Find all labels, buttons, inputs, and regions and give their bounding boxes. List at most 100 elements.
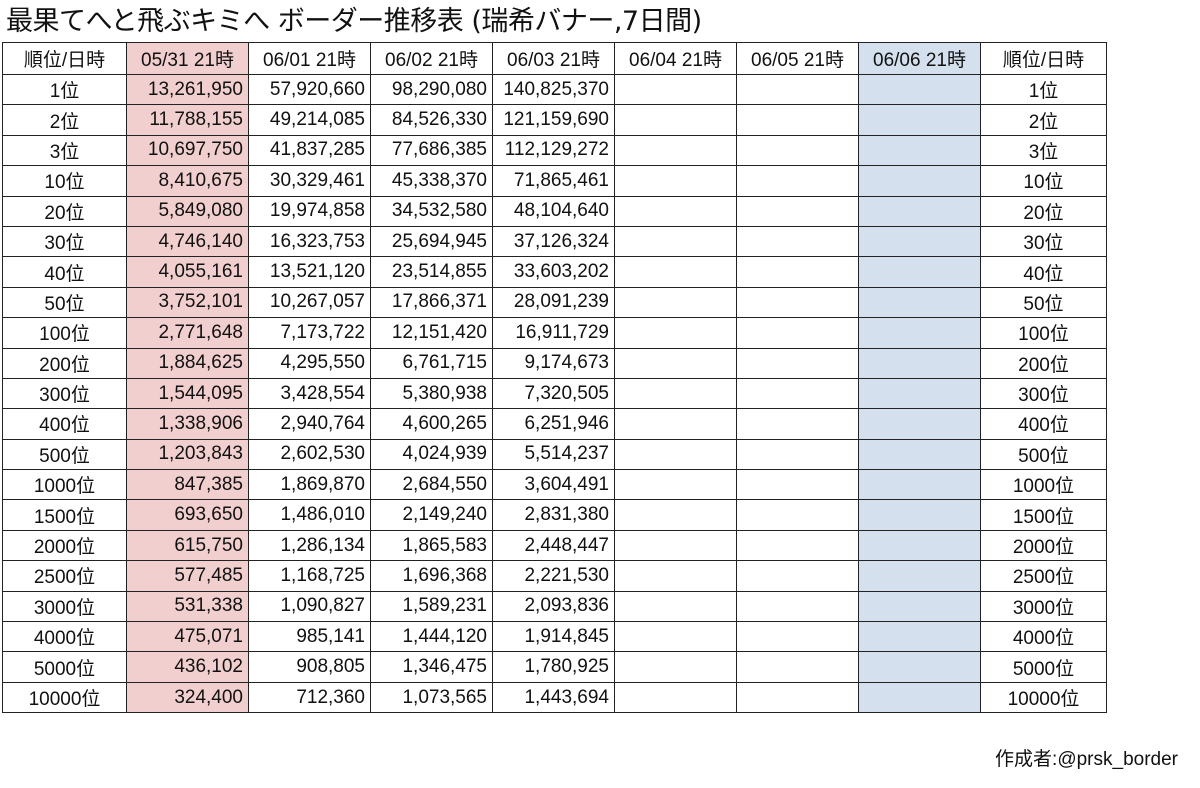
score-cell: 17,866,371 [370,286,493,319]
empty-score-cell [736,165,859,197]
score-cell: 2,602,530 [248,438,371,471]
score-cell: 9,174,673 [492,347,615,379]
column-header-datetime: 06/03 21時 [492,42,615,75]
score-cell: 10,267,057 [248,286,371,319]
score-cell: 8,410,675 [126,165,249,197]
score-cell: 1,168,725 [248,560,371,592]
score-cell: 23,514,855 [370,256,493,288]
score-cell: 847,385 [126,469,249,501]
empty-score-cell [736,651,859,683]
score-cell: 98,290,080 [370,73,493,106]
rank-label: 50位 [2,286,127,319]
score-cell: 5,849,080 [126,195,249,227]
empty-score-cell [614,134,737,167]
score-cell: 1,346,475 [370,651,493,683]
empty-score-cell [736,438,859,471]
rank-label-right: 4000位 [980,621,1107,653]
page-title: 最果てへと飛ぶキミへ ボーダー推移表 (瑞希バナー,7日間) [6,6,702,37]
empty-score-cell [858,195,981,227]
empty-score-cell [736,286,859,319]
score-cell: 1,486,010 [248,499,371,531]
empty-score-cell [736,621,859,653]
empty-score-cell [858,469,981,501]
table-row: 3位 10,697,750 41,837,285 77,686,385 112,129,… [2,134,1107,167]
column-header-datetime: 06/02 21時 [370,42,493,75]
score-cell: 475,071 [126,621,249,653]
table-row: 300位 1,544,095 3,428,554 5,380,938 7,320,505… [2,377,1107,410]
rank-label-right: 1500位 [980,499,1107,531]
rank-label: 3000位 [2,590,127,623]
score-cell: 436,102 [126,651,249,683]
empty-score-cell [614,621,737,653]
empty-score-cell [858,681,981,714]
score-cell: 2,684,550 [370,469,493,501]
empty-score-cell [614,681,737,714]
empty-score-cell [858,134,981,167]
table-row: 2位 11,788,155 49,214,085 84,526,330 121,159,… [2,104,1107,136]
score-cell: 2,771,648 [126,317,249,349]
table-row: 100位 2,771,648 7,173,722 12,151,420 16,911,7… [2,317,1107,349]
table-row: 20位 5,849,080 19,974,858 34,532,580 48,104,6… [2,195,1107,227]
empty-score-cell [858,377,981,410]
score-cell: 6,251,946 [492,408,615,440]
score-cell: 2,149,240 [370,499,493,531]
table-row: 40位 4,055,161 13,521,120 23,514,855 33,603,2… [2,256,1107,288]
empty-score-cell [858,529,981,562]
empty-score-cell [858,347,981,379]
empty-score-cell [614,317,737,349]
score-cell: 3,604,491 [492,469,615,501]
score-cell: 1,780,925 [492,651,615,683]
table-row: 400位 1,338,906 2,940,764 4,600,265 6,251,946… [2,408,1107,440]
empty-score-cell [736,104,859,136]
rank-label: 100位 [2,317,127,349]
score-cell: 2,831,380 [492,499,615,531]
empty-score-cell [736,73,859,106]
score-cell: 16,323,753 [248,225,371,258]
table-row: 1位 13,261,950 57,920,660 98,290,080 140,825,… [2,73,1107,106]
empty-score-cell [614,529,737,562]
table-row: 1000位 847,385 1,869,870 2,684,550 3,604,491 1… [2,469,1107,501]
rank-label: 10000位 [2,681,127,714]
empty-score-cell [614,590,737,623]
empty-score-cell [614,499,737,531]
empty-score-cell [736,377,859,410]
score-cell: 7,173,722 [248,317,371,349]
score-cell: 34,532,580 [370,195,493,227]
rank-label: 2000位 [2,529,127,562]
empty-score-cell [614,560,737,592]
table-row: 50位 3,752,101 10,267,057 17,866,371 28,091,2… [2,286,1107,319]
score-cell: 77,686,385 [370,134,493,167]
rank-label: 1位 [2,73,127,106]
score-cell: 19,974,858 [248,195,371,227]
empty-score-cell [614,104,737,136]
empty-score-cell [736,256,859,288]
score-cell: 33,603,202 [492,256,615,288]
score-cell: 1,869,870 [248,469,371,501]
score-cell: 3,752,101 [126,286,249,319]
score-cell: 13,261,950 [126,73,249,106]
score-cell: 13,521,120 [248,256,371,288]
column-header-datetime: 06/04 21時 [614,42,737,75]
score-cell: 2,093,836 [492,590,615,623]
empty-score-cell [614,165,737,197]
score-cell: 1,884,625 [126,347,249,379]
rank-label: 400位 [2,408,127,440]
rank-label-right: 5000位 [980,651,1107,683]
rank-label: 1000位 [2,469,127,501]
empty-score-cell [614,225,737,258]
empty-score-cell [736,529,859,562]
table-row: 2000位 615,750 1,286,134 1,865,583 2,448,447 2… [2,529,1107,562]
empty-score-cell [858,499,981,531]
rank-label-right: 2000位 [980,529,1107,562]
rank-label: 1500位 [2,499,127,531]
column-header-datetime: 06/05 21時 [736,42,859,75]
table-row: 2500位 577,485 1,168,725 1,696,368 2,221,530 2… [2,560,1107,592]
rank-label: 200位 [2,347,127,379]
empty-score-cell [858,408,981,440]
score-cell: 1,444,120 [370,621,493,653]
score-cell: 6,761,715 [370,347,493,379]
table-row: 1500位 693,650 1,486,010 2,149,240 2,831,380 1… [2,499,1107,531]
empty-score-cell [614,286,737,319]
empty-score-cell [736,560,859,592]
empty-score-cell [858,73,981,106]
